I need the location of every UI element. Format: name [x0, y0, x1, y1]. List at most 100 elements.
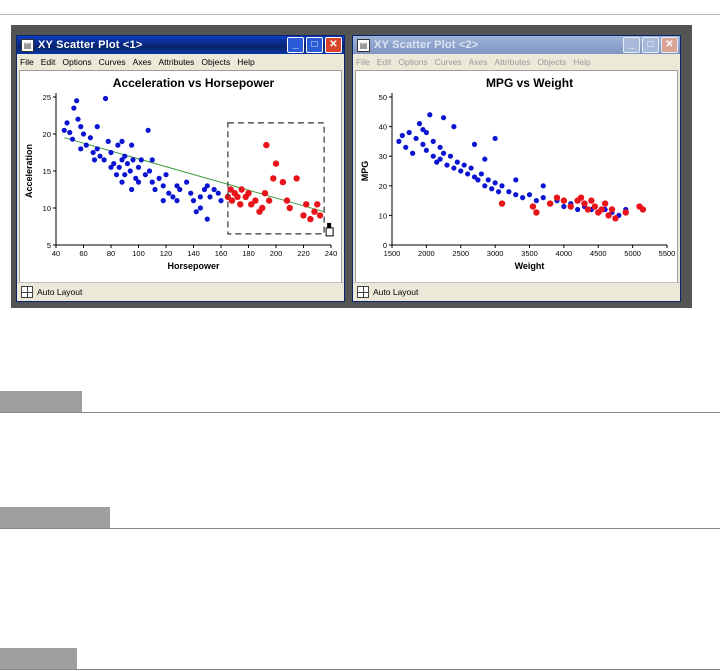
close-button[interactable]: ✕ — [325, 37, 342, 53]
maximize-button[interactable]: □ — [642, 37, 659, 53]
data-point — [83, 142, 89, 148]
menu-curves[interactable]: Curves — [434, 56, 462, 67]
data-point — [430, 138, 436, 144]
scatter-chart-1[interactable]: Acceleration vs Horsepower 40 60 80 100 120 14… — [20, 71, 341, 282]
scatter-window-1[interactable]: ▤ XY Scatter Plot <1> _ □ ✕ File Edit Op… — [16, 35, 345, 302]
y-tick-label: 25 — [43, 93, 51, 102]
data-point — [416, 121, 423, 127]
layout-icon[interactable] — [21, 286, 33, 298]
data-point — [108, 164, 114, 170]
data-point — [228, 197, 236, 204]
menu-curves[interactable]: Curves — [98, 56, 126, 67]
data-point — [129, 186, 135, 193]
data-point — [248, 201, 255, 208]
scatter-chart-2[interactable]: MPG vs Weight 1500 2000 2500 3000 3500 4000 450… — [356, 71, 677, 282]
data-point — [197, 194, 203, 200]
data-point — [622, 209, 629, 216]
data-point — [575, 206, 581, 213]
data-point — [174, 183, 180, 189]
x-tick-label: 40 — [52, 249, 60, 258]
plot-area-2[interactable]: MPG vs Weight 1500 2000 2500 3000 3500 4000 450… — [355, 70, 678, 283]
menu-file[interactable]: File — [20, 56, 34, 67]
data-point — [311, 208, 318, 215]
menu-edit[interactable]: Edit — [376, 56, 392, 67]
scatter-window-2[interactable]: ▤ XY Scatter Plot <2> _ □ ✕ File Edit Op… — [352, 35, 681, 302]
data-point — [396, 138, 402, 144]
window-2-titlebar[interactable]: ▤ XY Scatter Plot <2> _ □ ✕ — [353, 36, 680, 54]
status-text: Auto Layout — [37, 287, 83, 297]
data-point — [498, 200, 506, 207]
data-point — [78, 146, 84, 152]
data-point — [529, 203, 537, 210]
data-point — [119, 157, 125, 163]
minimize-button[interactable]: _ — [623, 37, 640, 53]
data-point — [135, 164, 142, 170]
menu-axes[interactable]: Axes — [132, 56, 152, 67]
menu-attributes[interactable]: Attributes — [494, 56, 531, 67]
data-point — [560, 197, 568, 204]
y-tick-label: 15 — [43, 167, 51, 176]
data-point — [434, 159, 440, 165]
status-text: Auto Layout — [373, 287, 419, 297]
plot-area-1[interactable]: Acceleration vs Horsepower 40 60 80 100 120 14… — [19, 70, 342, 283]
data-point — [238, 186, 245, 193]
data-point — [492, 180, 498, 186]
data-point — [94, 146, 100, 152]
menu-file[interactable]: File — [356, 56, 370, 67]
data-point — [485, 177, 491, 183]
window-2-menubar: File Edit Options Curves Axes Attributes… — [353, 54, 680, 69]
data-point — [163, 172, 169, 178]
data-point — [423, 129, 429, 136]
selection-rectangle — [227, 122, 325, 235]
menu-help[interactable]: Help — [573, 56, 591, 67]
menu-edit[interactable]: Edit — [40, 56, 56, 67]
data-point — [152, 186, 158, 193]
y-tick-label: 10 — [379, 211, 387, 220]
data-point — [499, 183, 505, 189]
window-1-statusbar: Auto Layout — [17, 282, 344, 301]
data-point — [406, 129, 412, 136]
data-point — [437, 144, 443, 150]
data-point — [138, 157, 144, 163]
layout-icon[interactable] — [357, 286, 369, 298]
data-point — [612, 215, 619, 222]
data-point — [218, 198, 224, 204]
data-point — [149, 157, 155, 163]
x-axis-label: Horsepower — [167, 261, 220, 271]
data-point — [403, 144, 409, 150]
data-point — [591, 203, 599, 210]
data-point — [245, 190, 252, 197]
y-tick-label: 30 — [379, 152, 387, 161]
data-point — [197, 205, 203, 211]
data-point — [265, 197, 273, 204]
menu-axes[interactable]: Axes — [468, 56, 488, 67]
data-point — [307, 215, 314, 223]
maximize-button[interactable]: □ — [306, 37, 323, 53]
x-tick-label: 60 — [79, 249, 87, 258]
data-point — [577, 194, 585, 201]
data-point — [91, 157, 98, 163]
menu-objects[interactable]: Objects — [537, 56, 567, 67]
close-button[interactable]: ✕ — [661, 37, 678, 53]
section-tab-3 — [0, 648, 77, 669]
data-point — [272, 160, 280, 167]
minimize-button[interactable]: _ — [287, 37, 304, 53]
menu-options[interactable]: Options — [398, 56, 428, 67]
data-point — [399, 132, 405, 139]
menu-help[interactable]: Help — [237, 56, 255, 67]
data-point — [193, 209, 199, 215]
data-point — [506, 189, 512, 195]
data-point — [553, 194, 561, 201]
x-axis-label: Weight — [515, 261, 545, 271]
x-tick-label: 80 — [107, 249, 115, 258]
data-point — [234, 193, 241, 201]
data-point — [177, 186, 183, 193]
menu-options[interactable]: Options — [62, 56, 92, 67]
x-tick-label: 5000 — [624, 249, 641, 258]
data-point — [454, 159, 460, 165]
window-1-titlebar[interactable]: ▤ XY Scatter Plot <1> _ □ ✕ — [17, 36, 344, 54]
menu-attributes[interactable]: Attributes — [158, 56, 195, 67]
data-point — [546, 200, 554, 207]
menu-objects[interactable]: Objects — [201, 56, 231, 67]
data-point — [135, 179, 142, 185]
